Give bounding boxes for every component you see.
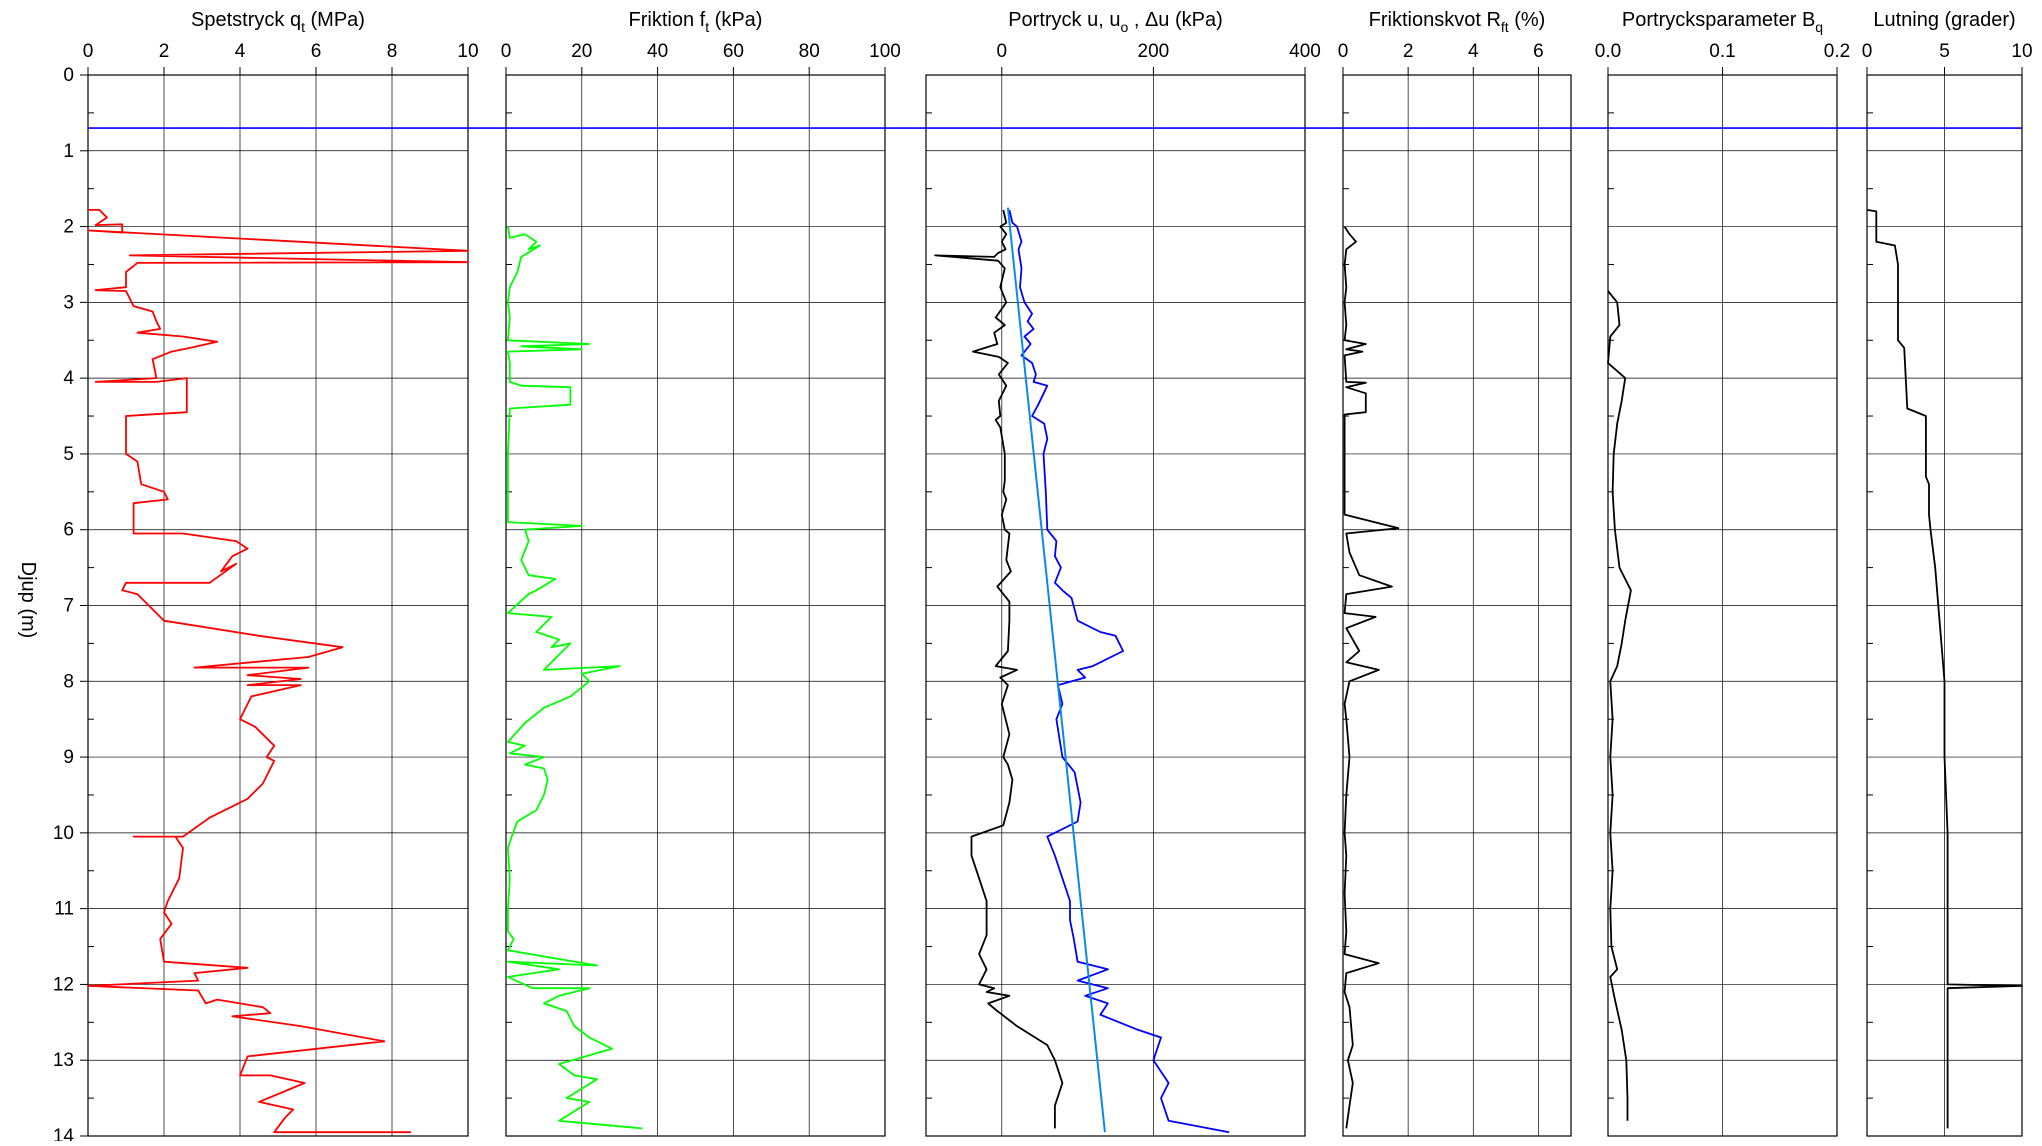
x-tick-label: 20 <box>571 41 592 62</box>
depth-tick-label: 13 <box>53 1050 74 1071</box>
x-tick-label: 0.1 <box>1709 41 1735 62</box>
panel-title: Friktion ft (kPa) <box>629 9 763 35</box>
depth-tick-label: 6 <box>63 520 74 541</box>
x-tick-label: 200 <box>1138 41 1170 62</box>
title-unit: , Δu (kPa) <box>1128 9 1223 31</box>
panel-4: 0 2 4 6 Friktionskvot Rft (%) <box>1338 9 1572 1137</box>
x-tick-label: 40 <box>647 41 668 62</box>
series-line-bq <box>1607 290 1632 1121</box>
title-main: Friktion f <box>629 9 706 31</box>
x-tick-label: 100 <box>869 41 901 62</box>
panel-title: Portryck u, uo , Δu (kPa) <box>1008 9 1223 35</box>
panel-frame <box>925 74 1306 1137</box>
depth-tick-label: 1 <box>63 141 74 162</box>
x-tick-label: 4 <box>235 41 246 62</box>
x-tick-label: 0 <box>997 41 1008 62</box>
x-tick-label: 0 <box>1338 41 1349 62</box>
series-line-du <box>934 209 1064 1129</box>
x-tick-label: 8 <box>387 41 398 62</box>
panel-frame <box>1342 74 1572 1137</box>
x-tick-label: 10 <box>457 41 478 62</box>
title-subscript: t <box>705 19 709 35</box>
title-main: Portryck u, u <box>1008 9 1120 31</box>
panel-6: 0 5 10 Lutning (grader) <box>1862 9 2033 1137</box>
series-line-rf <box>1343 226 1400 1129</box>
depth-tick-label: 12 <box>53 974 74 995</box>
title-main: Lutning (grader) <box>1873 9 2015 31</box>
panel-1: 0 2 4 6 8 10 Spetstryck qt (MPa) <box>83 9 479 1137</box>
depth-tick-label: 7 <box>63 596 74 617</box>
title-subscript: o <box>1120 19 1128 35</box>
title-unit: (MPa) <box>305 9 365 31</box>
x-tick-label: 6 <box>311 41 322 62</box>
title-main: Portrycksparameter B <box>1622 9 1815 31</box>
depth-tick-label: 9 <box>63 747 74 768</box>
title-main: Spetstryck q <box>191 9 301 31</box>
panel-frame <box>505 74 886 1137</box>
panel-frame <box>87 74 469 1137</box>
depth-tick-label: 4 <box>63 368 74 389</box>
depth-tick-label: 11 <box>54 899 74 920</box>
panel-3: 0 200 400 Portryck u, uo , Δu (kPa) <box>925 9 1321 1137</box>
title-subscript: t <box>301 19 305 35</box>
title-subscript: ft <box>1501 19 1509 35</box>
panel-title: Portrycksparameter Bq <box>1622 9 1823 35</box>
panel-title: Friktionskvot Rft (%) <box>1369 9 1546 35</box>
x-tick-label: 2 <box>1403 41 1414 62</box>
panel-frame <box>1866 74 2023 1137</box>
panel-2: 0 20 40 60 80 100 Friktion ft (kPa) <box>501 9 901 1137</box>
title-unit: (%) <box>1509 9 1546 31</box>
x-tick-label: 2 <box>159 41 170 62</box>
x-tick-label: 5 <box>1939 41 1950 62</box>
series-line-ft <box>506 226 643 1130</box>
series-line-u0 <box>1006 207 1106 1133</box>
x-tick-label: 0 <box>501 41 512 62</box>
depth-tick-label: 0 <box>63 65 74 86</box>
series-line-lutning <box>1866 209 2023 1129</box>
title-subscript: q <box>1815 19 1823 35</box>
x-tick-label: 0 <box>83 41 94 62</box>
panel-frame <box>1607 74 1838 1137</box>
depth-axis-label: Djup (m) <box>17 562 39 639</box>
panel-title: Lutning (grader) <box>1873 9 2015 31</box>
series-line-u <box>1008 209 1230 1134</box>
depth-tick-label: 10 <box>53 823 74 844</box>
series-line-qt <box>87 208 469 1134</box>
panel-title: Spetstryck qt (MPa) <box>191 9 365 35</box>
title-main: Friktionskvot R <box>1369 9 1501 31</box>
x-tick-label: 6 <box>1533 41 1544 62</box>
x-tick-label: 80 <box>799 41 820 62</box>
depth-tick-label: 2 <box>63 217 74 238</box>
depth-tick-label: 5 <box>63 444 74 465</box>
x-tick-label: 0.2 <box>1824 41 1850 62</box>
title-unit: (kPa) <box>709 9 762 31</box>
depth-tick-label: 8 <box>63 671 74 692</box>
depth-tick-label: 14 <box>53 1126 75 1141</box>
x-tick-label: 60 <box>723 41 744 62</box>
x-tick-label: 10 <box>2011 41 2032 62</box>
x-tick-label: 4 <box>1468 41 1479 62</box>
x-tick-label: 400 <box>1289 41 1321 62</box>
x-tick-label: 0 <box>1862 41 1873 62</box>
depth-tick-label: 3 <box>63 292 74 313</box>
x-tick-label: 0.0 <box>1595 41 1621 62</box>
